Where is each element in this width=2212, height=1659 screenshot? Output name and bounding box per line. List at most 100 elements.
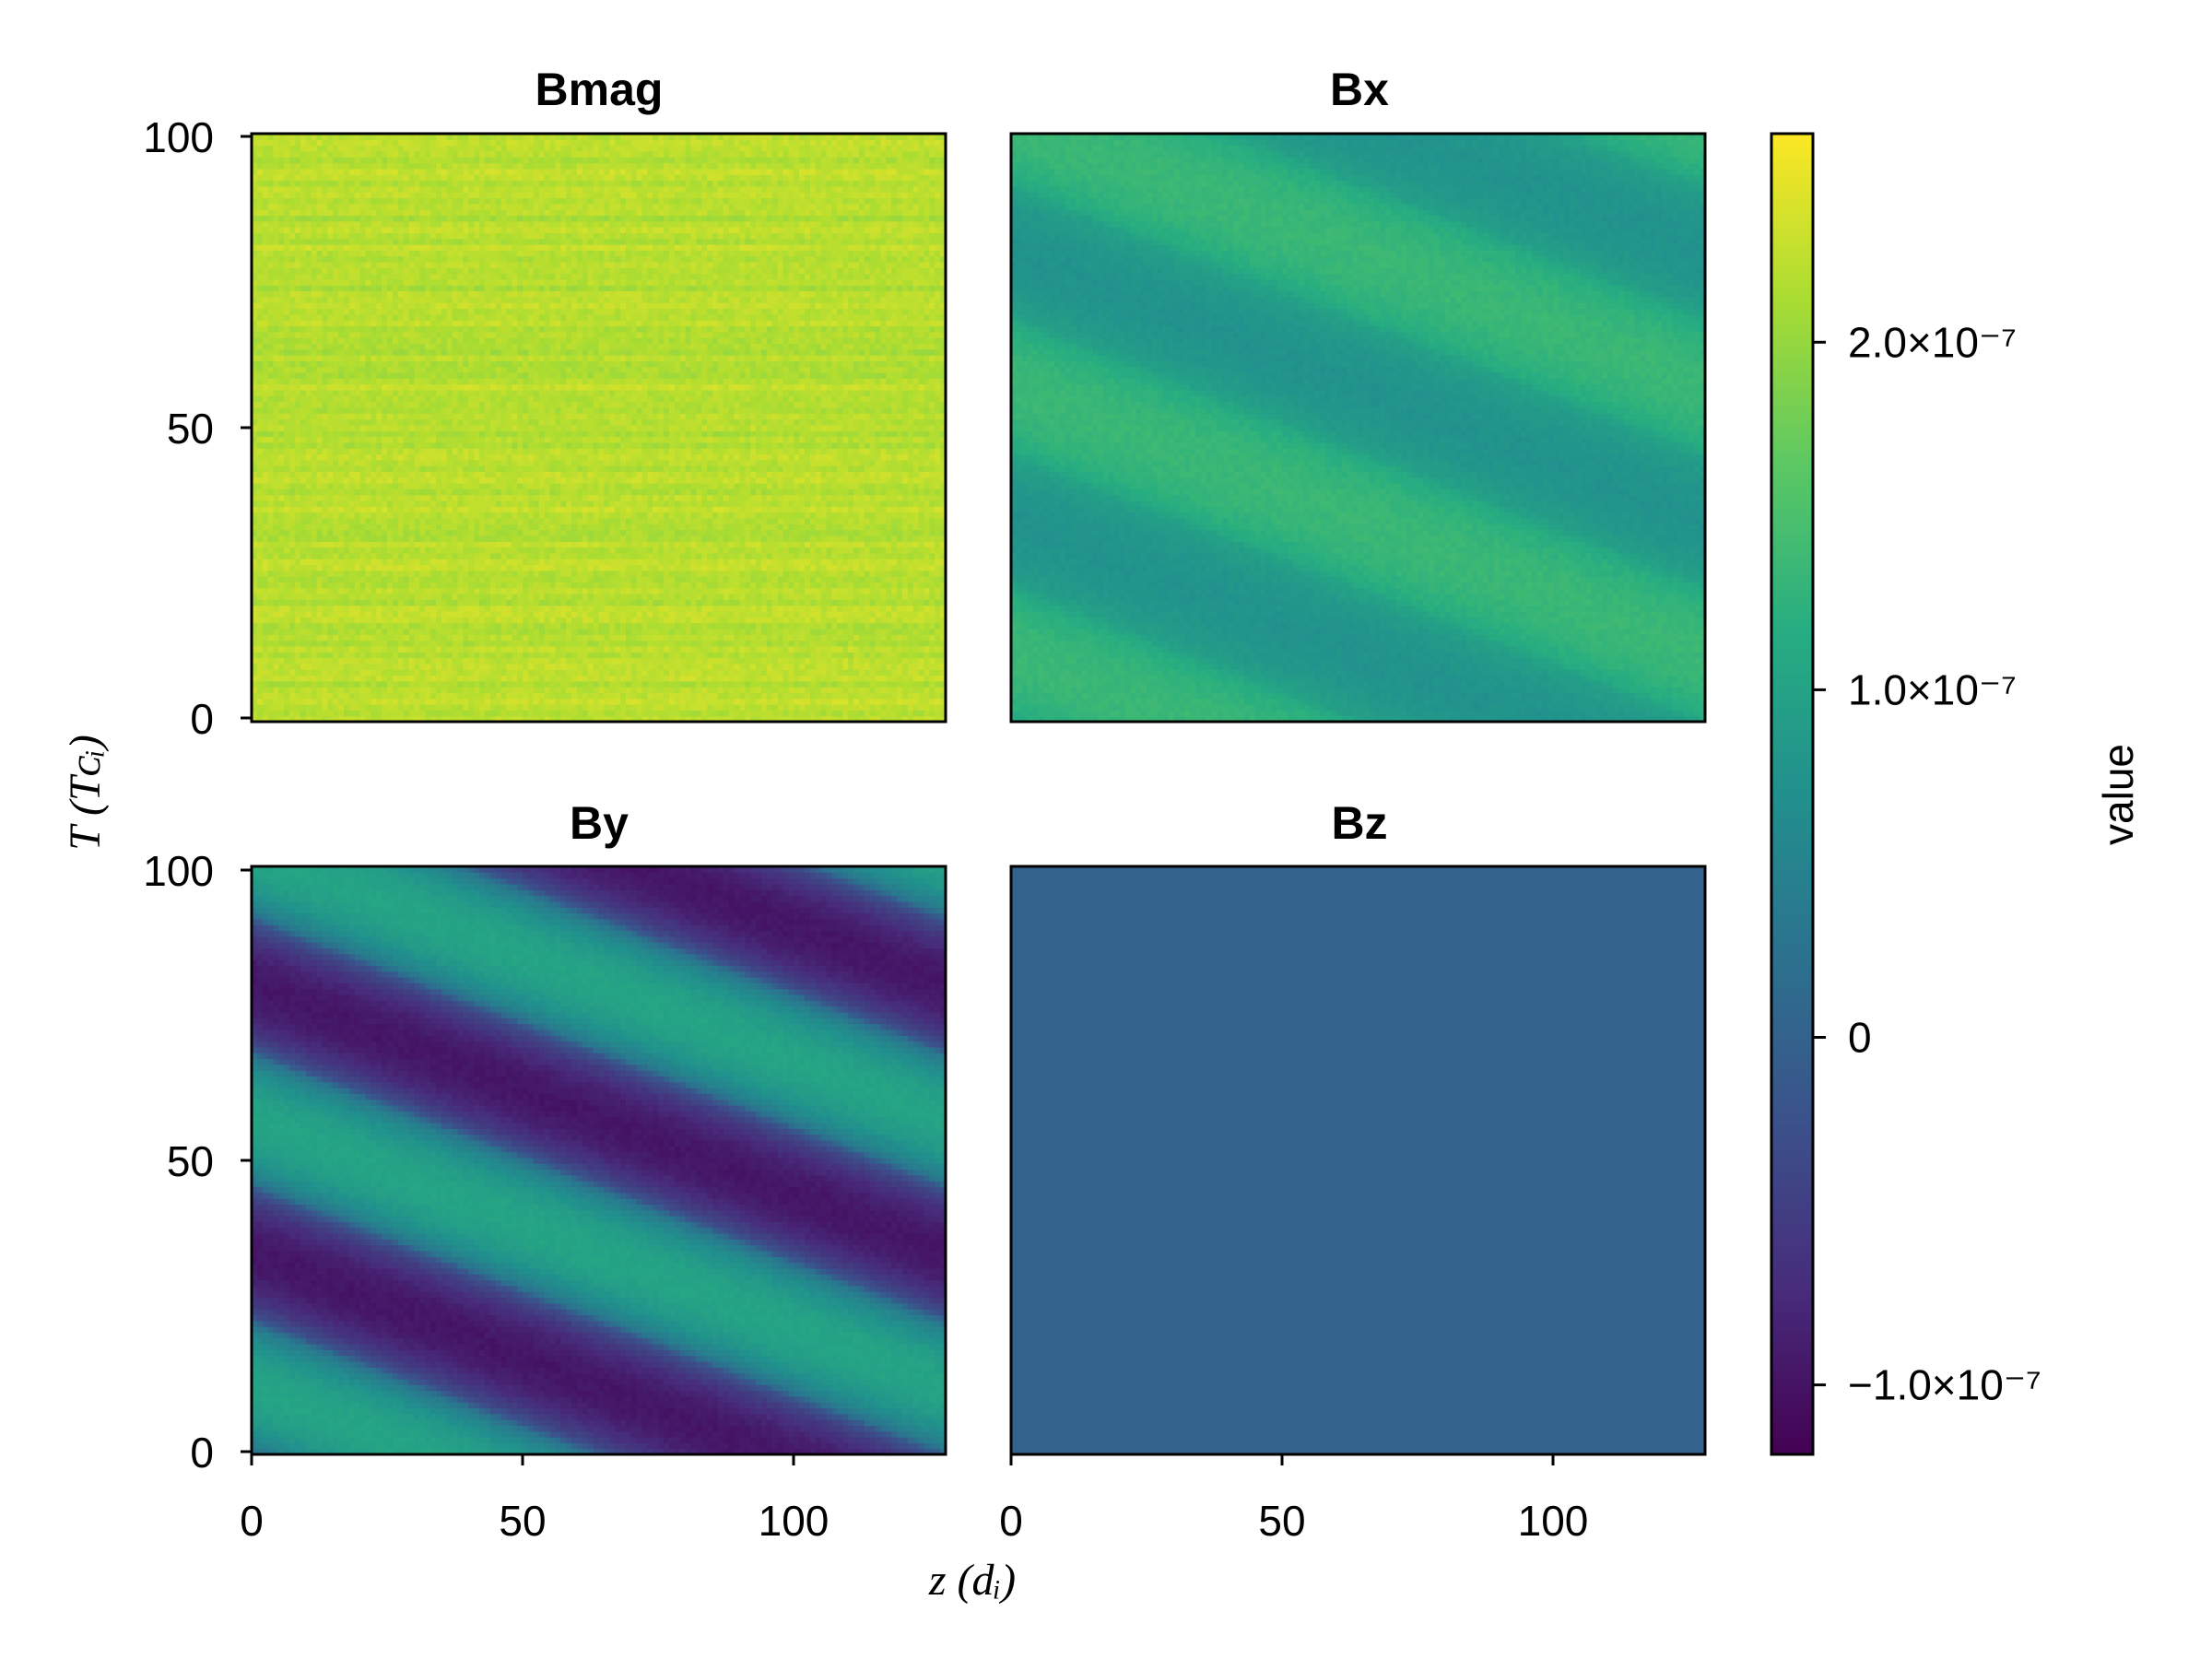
heatmap-cell (929, 617, 935, 624)
heatmap-cell (316, 622, 324, 629)
heatmap-cell (593, 669, 600, 677)
heatmap-cell (766, 599, 773, 606)
heatmap-cell (880, 628, 887, 635)
heatmap-cell (344, 564, 350, 571)
heatmap-cell (858, 652, 865, 659)
heatmap-cell (912, 622, 920, 629)
heatmap-cell (430, 535, 437, 542)
heatmap-cell (382, 622, 388, 629)
heatmap-cell (316, 512, 324, 519)
heatmap-cell (745, 564, 751, 571)
heatmap-cell (533, 692, 540, 700)
heatmap-cell (712, 645, 719, 653)
heatmap-cell (598, 640, 605, 647)
heatmap-cell (517, 710, 524, 717)
heatmap-cell (484, 698, 491, 705)
heatmap-cell (452, 617, 459, 624)
heatmap-cell (387, 587, 394, 594)
heatmap-cell (809, 506, 817, 513)
heatmap-cell (615, 594, 621, 600)
heatmap-cell (641, 622, 649, 629)
heatmap-cell (641, 704, 649, 711)
heatmap-cell (604, 710, 610, 717)
heatmap-cell (658, 710, 665, 717)
heatmap-cell (604, 645, 610, 653)
heatmap-cell (766, 564, 773, 571)
heatmap-cell (587, 675, 594, 682)
heatmap-cell (809, 512, 817, 519)
heatmap-cell (463, 564, 469, 571)
heatmap-cell (365, 617, 372, 624)
heatmap-cell (728, 564, 735, 571)
heatmap-cell (376, 594, 382, 600)
heatmap-cell (555, 628, 561, 635)
heatmap-cell (690, 652, 697, 659)
heatmap-cell (636, 564, 643, 571)
heatmap-cell (880, 559, 887, 566)
heatmap-cell (555, 622, 561, 629)
heatmap-cell (273, 669, 280, 677)
heatmap-cell (782, 594, 789, 600)
heatmap-cell (322, 582, 328, 589)
heatmap-cell (664, 663, 670, 670)
heatmap-cell (668, 547, 676, 554)
heatmap-cell (457, 517, 465, 524)
heatmap-cell (924, 698, 930, 705)
heatmap-cell (338, 494, 345, 501)
heatmap-cell (674, 663, 681, 670)
heatmap-cell (924, 552, 930, 559)
heatmap-cell (305, 704, 312, 711)
heatmap-cell (674, 617, 681, 624)
heatmap-cell (587, 576, 594, 582)
heatmap-cell (674, 645, 681, 653)
heatmap-cell (452, 610, 459, 618)
heatmap-cell (517, 552, 524, 559)
heatmap-cell (359, 587, 367, 594)
heatmap-cell (891, 710, 898, 717)
heatmap-cell (826, 552, 833, 559)
heatmap-cell (474, 675, 480, 682)
heatmap-cell (766, 512, 773, 519)
heatmap-cell (831, 529, 838, 536)
heatmap-cell (897, 599, 903, 606)
heatmap-cell (766, 675, 773, 682)
heatmap-cell (300, 622, 307, 629)
heatmap-cell (647, 506, 653, 513)
heatmap-cell (387, 715, 394, 723)
heatmap-cell (528, 628, 535, 635)
heatmap-cell (685, 605, 692, 612)
heatmap-cell (901, 640, 909, 647)
heatmap-cell (615, 599, 621, 606)
heatmap-cell (441, 564, 448, 571)
heatmap-cell (371, 570, 377, 577)
heatmap-cell (316, 506, 324, 513)
heatmap-cell (555, 663, 561, 670)
heatmap-cell (338, 547, 345, 554)
heatmap-cell (262, 657, 269, 665)
heatmap-cell (739, 599, 746, 606)
heatmap-cell (685, 582, 692, 589)
heatmap-cell (864, 669, 871, 677)
heatmap-cell (679, 587, 687, 594)
heatmap-cell (707, 680, 713, 688)
heatmap-cell (805, 634, 811, 641)
heatmap-cell (940, 657, 947, 665)
heatmap-cell (858, 645, 865, 653)
heatmap-cell (897, 576, 903, 582)
heatmap-cell (333, 494, 339, 501)
heatmap-cell (311, 704, 318, 711)
heatmap-cell (295, 652, 301, 659)
heatmap-cell (912, 704, 920, 711)
heatmap-cell (696, 675, 702, 682)
heatmap-cell (604, 500, 610, 507)
heatmap-cell (495, 576, 502, 582)
heatmap-cell (707, 715, 713, 723)
heatmap-cell (809, 634, 817, 641)
heatmap-cell (300, 675, 307, 682)
heatmap-cell (886, 599, 892, 606)
heatmap-cell (734, 552, 741, 559)
heatmap-cell (468, 675, 475, 682)
heatmap-cell (745, 628, 751, 635)
heatmap-cell (338, 622, 345, 629)
heatmap-cell (457, 675, 465, 682)
